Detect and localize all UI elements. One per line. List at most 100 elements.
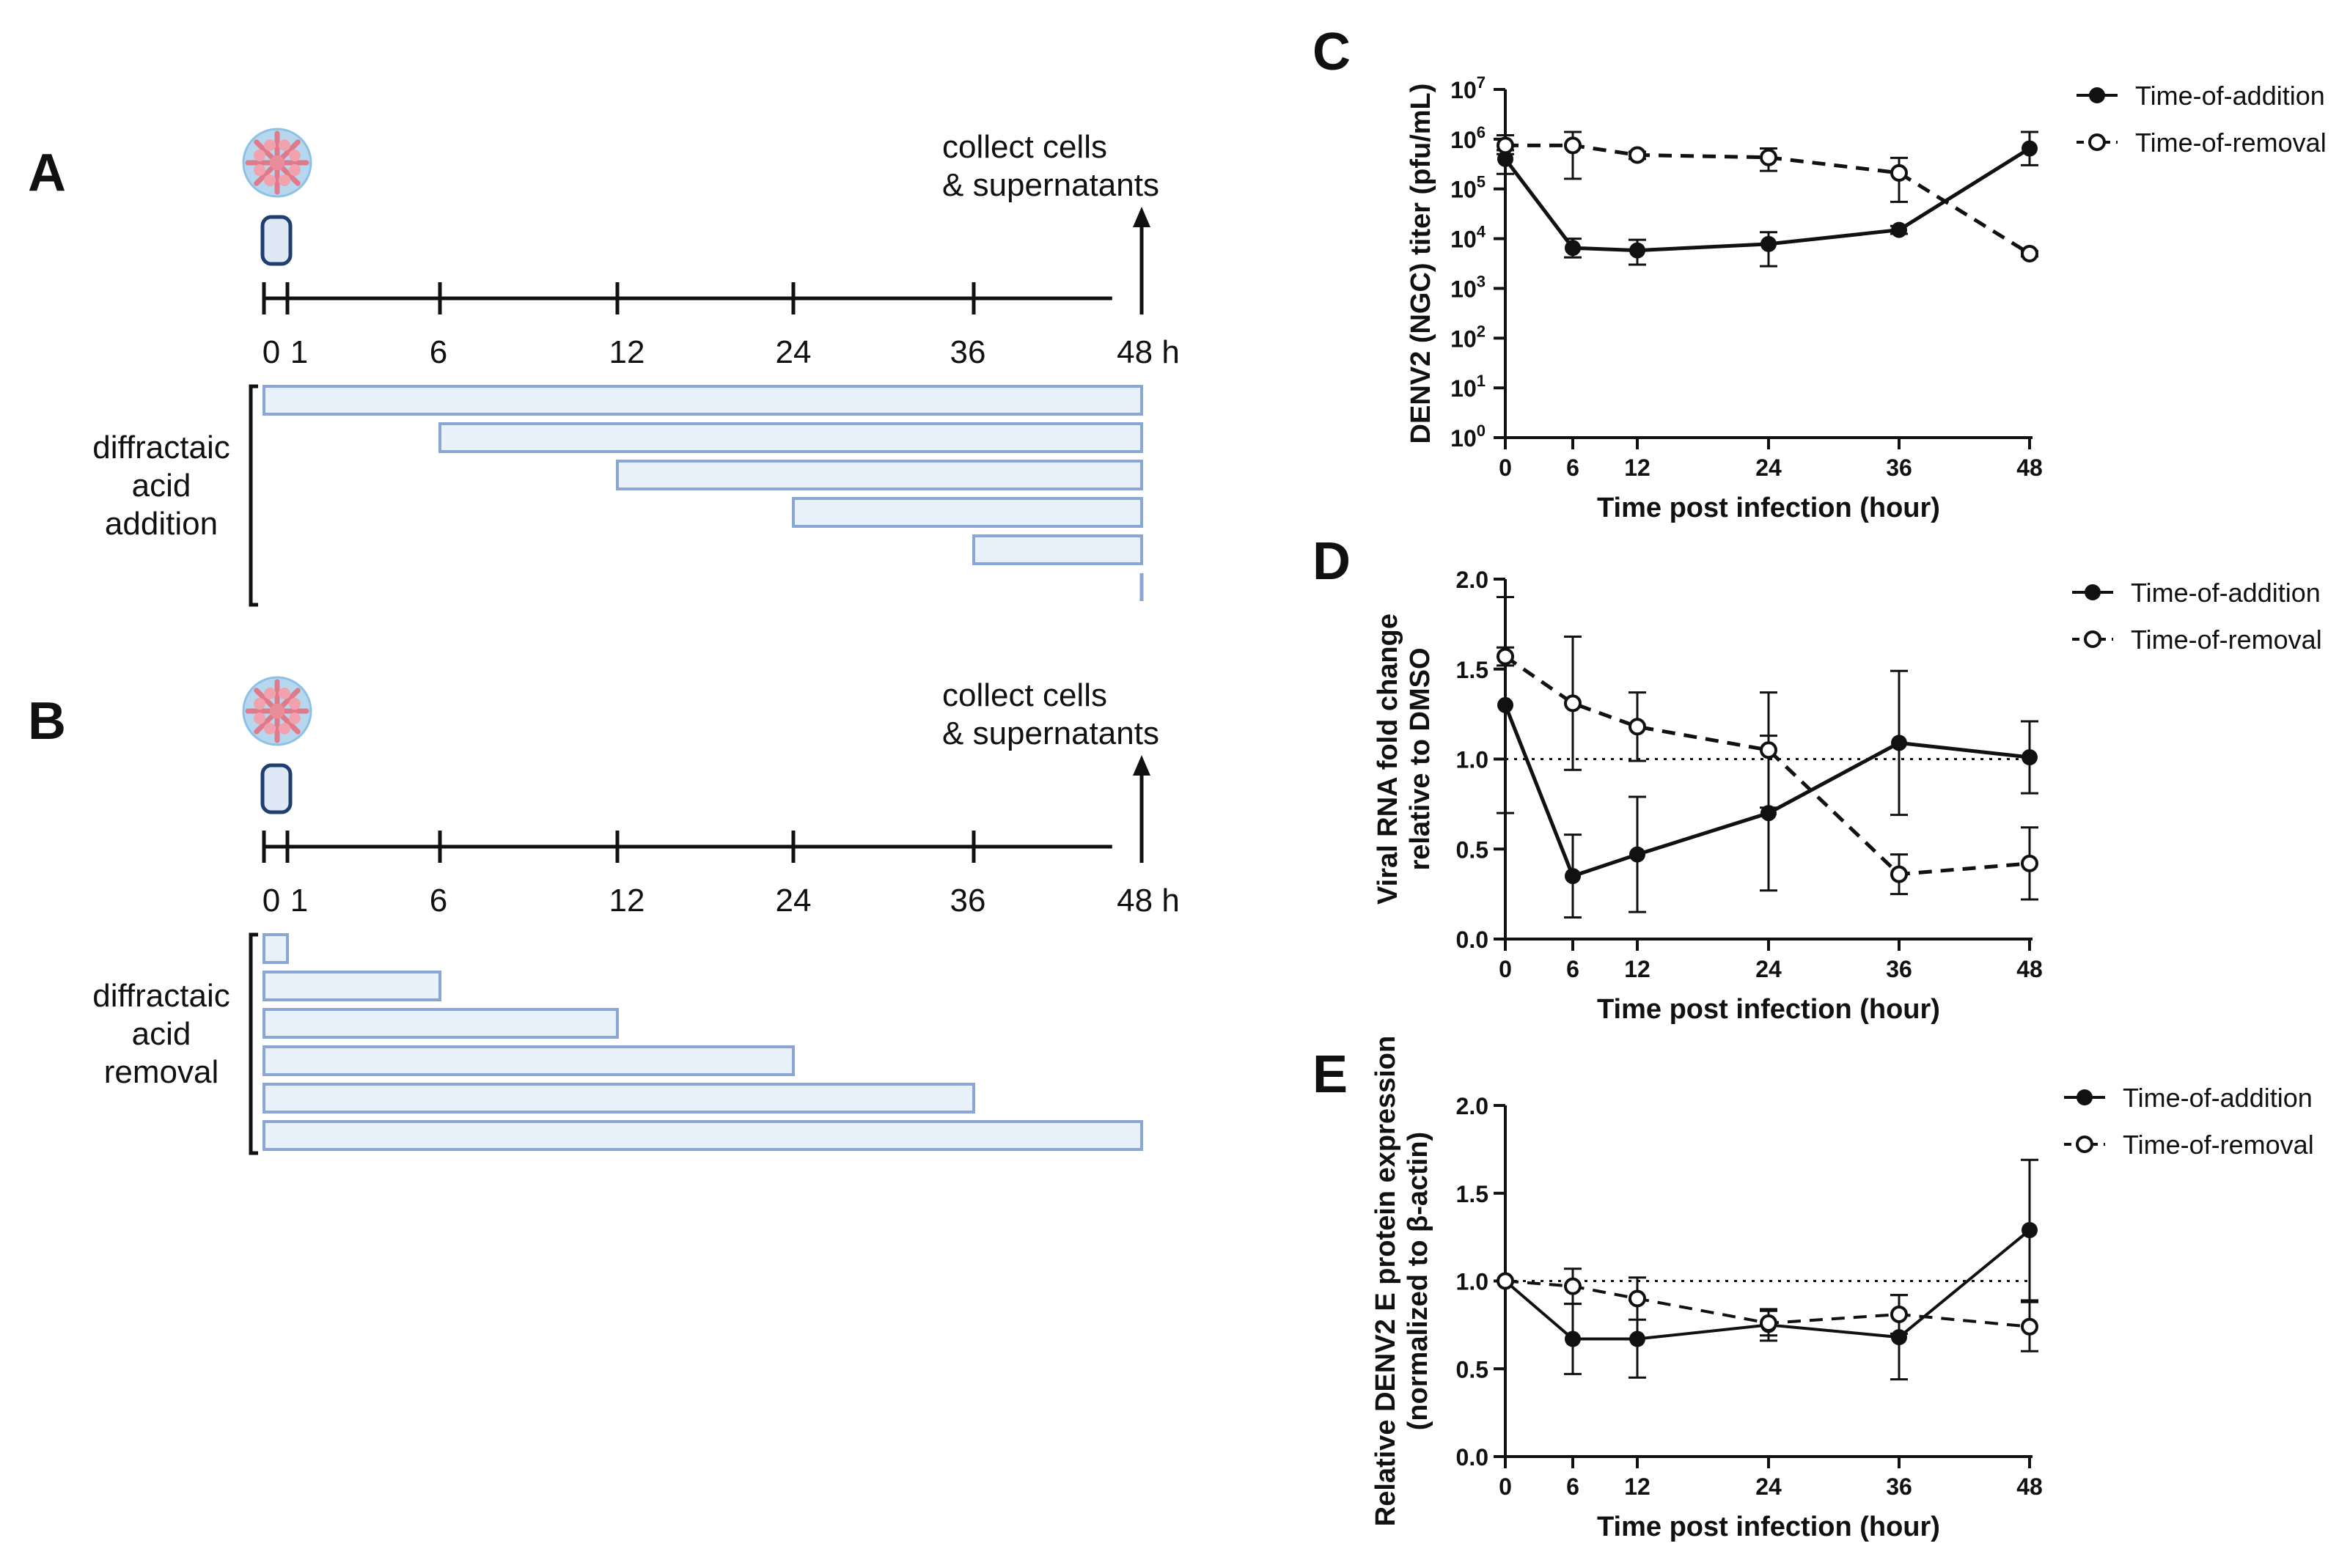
series-line-time-of-addition: [1504, 1229, 2031, 1341]
panel-label-b: B: [28, 692, 66, 751]
collect-label-line1: collect cells: [942, 129, 1107, 165]
treatment-bar: [438, 422, 1143, 453]
x-tick-label: 48: [2016, 956, 2043, 982]
chart-panel-e: E 0 6 12 24 36 48 0.0 0.5 1.0 1.5 2.0 Time post infe…: [1312, 1036, 2314, 1542]
data-point-time-of-addition: [1629, 846, 1645, 863]
x-axis-title: Time post infection (hour): [1597, 493, 1940, 523]
treatment-label-line: acid: [132, 468, 191, 504]
x-tick-label: 36: [1886, 454, 1912, 481]
data-point-time-of-removal: [1629, 1289, 1646, 1308]
virus-core: [270, 155, 284, 170]
cell-capsule-icon-b: [260, 763, 293, 814]
virus-surface-dot: [278, 687, 290, 699]
data-point-time-of-addition: [2022, 140, 2038, 157]
timeline-tick-label: 6: [430, 334, 447, 370]
data-point-time-of-addition: [2022, 1222, 2038, 1239]
virus-surface-dot: [289, 150, 301, 162]
x-tick-label: 6: [1566, 1473, 1579, 1500]
data-point-time-of-addition: [1891, 735, 1907, 751]
data-point-time-of-addition: [1629, 1330, 1645, 1347]
timeline-tick-label: 24: [776, 883, 812, 919]
timeline-tick-label: 12: [609, 883, 645, 919]
legend-marker-open: [2088, 133, 2106, 151]
y-tick-label: 1.5: [1456, 657, 1488, 683]
y-tick-label: 2.0: [1456, 567, 1488, 593]
x-tick-label: 24: [1755, 1473, 1782, 1500]
chart-panel-d: D 0 6 12 24 36 48 0.0 0.5 1.0 1.5 2.0 Time post infe…: [1312, 532, 2322, 1025]
treatment-bar: [616, 460, 1143, 490]
treatment-bracket-a: [249, 384, 258, 607]
timeline-tick-label: 36: [950, 334, 986, 370]
x-tick-label: 0: [1499, 454, 1512, 481]
collect-arrow-head-b: [1133, 755, 1150, 776]
timeline-tick-label: 6: [430, 883, 447, 919]
treatment-label-line: addition: [105, 506, 218, 542]
y-axis-title: Relative DENV2 E protein expression: [1370, 1036, 1401, 1526]
y-tick-label: 107: [1450, 73, 1486, 103]
collect-label-line2: & supernatants: [942, 167, 1159, 203]
virus-surface-dot: [253, 150, 265, 162]
timeline-tick-label: 12: [609, 334, 645, 370]
virus-surface-dot: [253, 698, 265, 710]
x-tick-label: 36: [1886, 956, 1912, 982]
panel-label-c: C: [1312, 23, 1351, 81]
panel-label-d: D: [1312, 532, 1351, 591]
treatment-bar: [262, 385, 1143, 416]
series-line-time-of-addition: [1503, 704, 2030, 879]
x-tick-label: 12: [1624, 1473, 1650, 1500]
data-point-time-of-removal: [1890, 865, 1908, 883]
treatment-label-line: diffractaic: [92, 430, 230, 465]
treatment-label-line: diffractaic: [92, 978, 230, 1014]
data-point-time-of-removal: [2021, 244, 2038, 262]
x-tick-label: 6: [1566, 956, 1579, 982]
series-line-time-of-addition: [1504, 147, 2031, 253]
legend-marker-filled: [2085, 584, 2101, 600]
x-axis-title: Time post infection (hour): [1597, 994, 1940, 1025]
treatment-bar: [792, 497, 1143, 528]
collect-label-line1: collect cells: [942, 677, 1107, 713]
data-point-time-of-removal: [1497, 647, 1514, 666]
treatment-bar: [262, 1008, 619, 1039]
collect-label-line2: & supernatants: [942, 715, 1159, 751]
legend-label-time-of-removal: Time-of-removal: [2123, 1130, 2314, 1160]
data-point-time-of-removal: [1629, 718, 1646, 736]
treatment-bar: [972, 534, 1143, 565]
data-point-time-of-removal: [1497, 1272, 1514, 1290]
data-point-time-of-removal: [1564, 1277, 1582, 1295]
data-point-time-of-removal: [2021, 1317, 2038, 1336]
virus-particle-icon-b: [242, 676, 312, 746]
panel-label-e: E: [1312, 1045, 1348, 1104]
x-tick-label: 0: [1499, 1473, 1512, 1500]
collect-arrow-head-a: [1133, 207, 1150, 227]
y-tick-label: 102: [1450, 322, 1486, 352]
series-line-time-of-removal: [1505, 1279, 2030, 1328]
y-tick-label: 0.0: [1456, 1444, 1488, 1471]
y-tick-label: 103: [1450, 272, 1486, 302]
x-tick-label: 36: [1886, 1473, 1912, 1500]
x-tick-label: 12: [1624, 454, 1650, 481]
data-point-time-of-addition: [2022, 749, 2038, 766]
y-axis-title: Viral RNA fold change: [1373, 614, 1403, 905]
y-tick-label: 105: [1450, 173, 1486, 203]
legend-marker-filled: [2089, 87, 2105, 103]
y-tick-label: 1.0: [1456, 1269, 1488, 1295]
y-tick-label: 0.0: [1456, 927, 1488, 953]
legend-label-time-of-removal: Time-of-removal: [2131, 625, 2322, 655]
data-point-time-of-addition: [1760, 235, 1777, 252]
legend-marker-open: [2084, 630, 2101, 648]
virus-surface-dot: [253, 712, 265, 724]
x-tick-label: 0: [1499, 956, 1512, 982]
data-point-time-of-removal: [1890, 1306, 1908, 1324]
virus-core: [270, 704, 284, 718]
data-point-time-of-addition: [1760, 805, 1777, 822]
virus-surface-dot: [264, 139, 276, 151]
virus-surface-dot: [264, 687, 276, 699]
virus-surface-dot: [278, 723, 290, 735]
data-point-time-of-addition: [1497, 696, 1513, 713]
legend-label-time-of-addition: Time-of-addition: [2131, 578, 2321, 608]
x-tick-label: 24: [1755, 956, 1782, 982]
data-point-time-of-removal: [2021, 854, 2038, 872]
virus-surface-dot: [278, 174, 290, 187]
virus-surface-dot: [289, 712, 301, 724]
